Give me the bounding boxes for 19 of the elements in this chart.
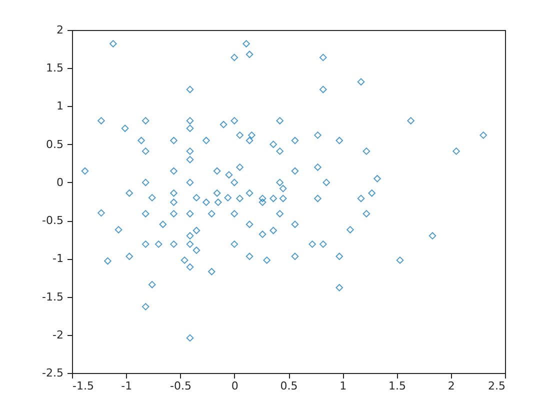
x-tick-label: -1.5: [72, 380, 94, 392]
y-tick-label: 0.5: [46, 138, 64, 151]
y-tick-label: -2: [52, 328, 64, 342]
x-tick-label: -0.5: [170, 380, 192, 392]
y-tick-label: 1.5: [46, 62, 64, 75]
x-tick-label: 2.5: [488, 380, 506, 392]
y-tick-label: -1: [52, 252, 64, 266]
x-tick-label: 2: [448, 380, 455, 392]
x-tick-label: 1.5: [388, 380, 406, 392]
x-tick-label: 1: [340, 380, 347, 392]
y-tick-label: 0: [56, 176, 64, 189]
y-tick-label: -2.5: [42, 366, 64, 380]
x-tick-label: -1: [121, 380, 132, 392]
x-tick-label: 0: [231, 380, 238, 392]
y-tick-label: -1.5: [42, 290, 64, 304]
y-tick-label: 1: [56, 100, 64, 113]
y-tick-label: -0.5: [42, 214, 64, 228]
y-tick-label: 2: [56, 24, 64, 36]
x-tick-label: 0.5: [280, 380, 298, 392]
